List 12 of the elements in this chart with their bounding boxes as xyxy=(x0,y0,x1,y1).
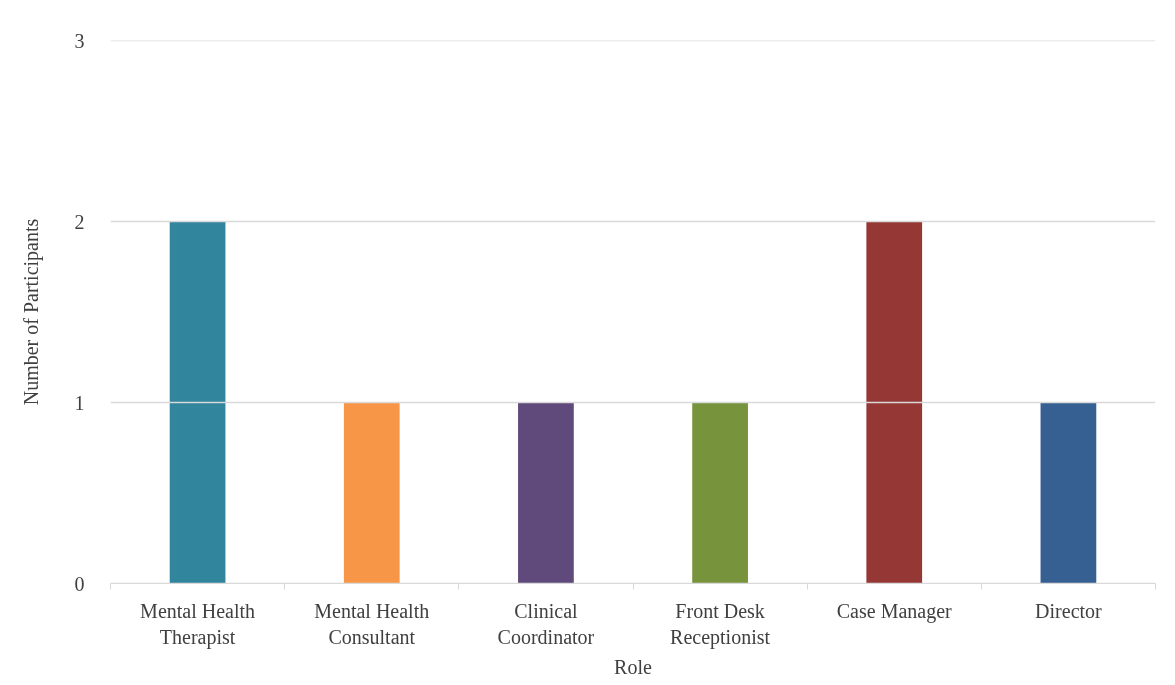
y-tick-label: 0 xyxy=(74,572,85,595)
x-tick-label: Director xyxy=(1035,599,1103,622)
x-axis-title: Role xyxy=(614,655,653,678)
x-tick-label: Mental Health Consultant xyxy=(314,599,430,648)
y-tick-label: 3 xyxy=(74,29,85,52)
y-tick-label: 1 xyxy=(74,391,85,414)
y-axis-title: Number of Participants xyxy=(19,218,43,406)
y-tick-label: 2 xyxy=(74,210,85,233)
x-tick-label: Mental Health Therapist xyxy=(140,599,256,649)
x-tick-label: Front Desk Receptionist xyxy=(670,599,771,649)
x-tick-label: Case Manager xyxy=(836,599,953,623)
x-tick-label: Clinical Coordinator xyxy=(497,599,595,648)
